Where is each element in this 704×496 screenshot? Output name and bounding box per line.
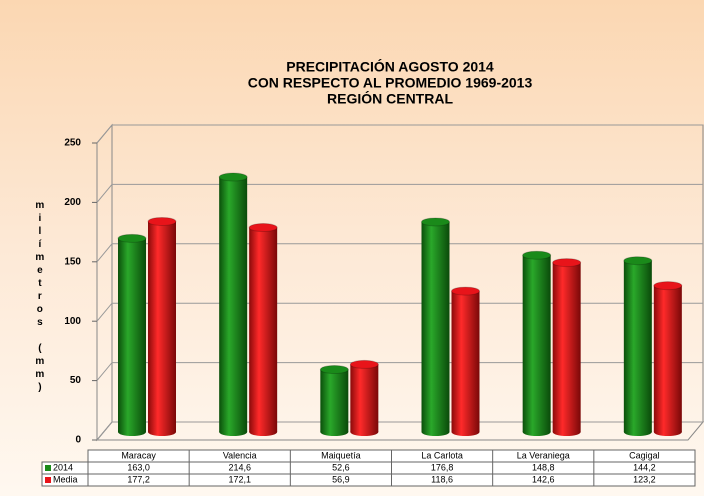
legend-label: Media (53, 474, 78, 484)
data-label: 163,0 (127, 462, 150, 472)
grid-line (96, 362, 703, 381)
y-tick-label: 50 (70, 375, 82, 386)
data-label: 142,6 (532, 474, 555, 484)
bar-body (320, 369, 349, 432)
bar-body (421, 221, 450, 432)
bar-base (219, 428, 248, 436)
bar (248, 223, 278, 436)
data-label: 118,6 (431, 474, 453, 484)
data-label: 148,8 (532, 462, 555, 472)
grid-line (96, 183, 703, 203)
chart-title: PRECIPITACIÓN AGOSTO 2014 (286, 58, 494, 75)
data-label: 176,8 (431, 462, 454, 472)
bar (451, 286, 480, 436)
grid-line (96, 124, 703, 144)
bar (552, 258, 582, 436)
data-label: 172,1 (228, 474, 251, 484)
y-axis-label: milímetros (mm) (34, 200, 45, 395)
y-tick-label: 200 (64, 197, 81, 208)
bar-body (118, 238, 146, 432)
bar-body (552, 262, 581, 432)
bar-top (218, 172, 248, 182)
legend-label: 2014 (53, 462, 73, 472)
bar-top (117, 233, 147, 243)
bar-top (653, 281, 683, 291)
data-label: 144,2 (633, 462, 656, 472)
y-tick-label: 0 (75, 435, 81, 446)
bar-top (451, 286, 480, 296)
bar (653, 281, 683, 436)
legend-swatch (45, 477, 51, 483)
data-label: 177,2 (127, 474, 150, 484)
bar-body (451, 291, 480, 432)
bar-base (653, 428, 682, 436)
bar-base (421, 428, 450, 436)
data-label: 52,6 (332, 462, 350, 472)
grid-line (96, 302, 703, 322)
y-tick-label: 150 (64, 256, 81, 267)
x-tick-label: Valencia (223, 450, 257, 460)
chart-title: REGIÓN CENTRAL (327, 90, 453, 107)
data-label: 123,2 (633, 474, 656, 484)
x-tick-label: Maiquetía (321, 450, 361, 460)
bar-base (148, 428, 176, 436)
x-tick-label: La Carlota (421, 450, 463, 460)
bar-body (350, 364, 379, 432)
bar-base (623, 428, 652, 436)
bar-top (421, 217, 450, 227)
grid-line (96, 421, 703, 441)
bar-top (319, 365, 349, 375)
y-tick-label: 250 (64, 138, 81, 149)
bar-body (249, 227, 278, 432)
bar (117, 233, 147, 436)
bar-top (147, 216, 177, 226)
bar-base (522, 428, 551, 436)
bar-body (148, 221, 176, 432)
legend-swatch (45, 465, 51, 471)
bar-base (118, 428, 146, 436)
grid-line (96, 243, 703, 263)
bar-top (349, 359, 379, 369)
data-label: 214,6 (228, 462, 251, 472)
bar-body (219, 177, 248, 432)
bar (218, 172, 248, 436)
x-tick-label: La Veraniega (517, 450, 570, 460)
chart-title: CON RESPECTO AL PROMEDIO 1969-2013 (248, 75, 533, 91)
bar (522, 250, 552, 436)
data-label: 56,9 (332, 474, 350, 484)
x-tick-label: Cagigal (629, 450, 660, 460)
bar-body (623, 260, 652, 432)
bar-base (552, 428, 581, 436)
bar (349, 359, 379, 436)
bar-top (552, 258, 582, 268)
bar-body (522, 255, 551, 432)
bar-top (522, 250, 552, 260)
y-tick-label: 100 (64, 316, 81, 327)
bar-base (320, 428, 349, 436)
bar (319, 365, 349, 436)
bar-base (451, 428, 480, 436)
bar-base (249, 428, 278, 436)
bar-body (653, 285, 682, 432)
x-tick-label: Maracay (121, 450, 156, 460)
bar-top (623, 256, 653, 266)
bar (147, 216, 177, 436)
bar-base (350, 428, 379, 436)
bar (421, 217, 450, 436)
bar-top (248, 223, 278, 233)
bar (623, 256, 653, 436)
